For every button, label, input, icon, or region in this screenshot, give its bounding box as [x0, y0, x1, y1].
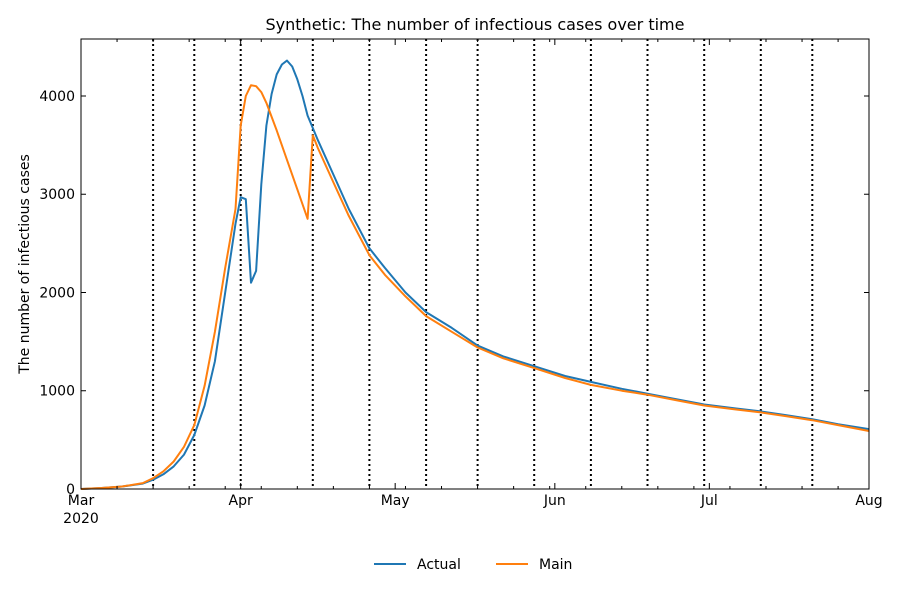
x-tick-sublabel: 2020	[63, 511, 99, 527]
y-tick-label: 2000	[39, 285, 75, 301]
y-tick-label: 1000	[39, 384, 75, 400]
x-tick-label: Aug	[855, 493, 882, 509]
legend-label-main: Main	[539, 557, 572, 573]
y-axis-label: The number of infectious cases	[17, 154, 33, 375]
x-tick-label: Jul	[700, 493, 718, 509]
series-lines	[80, 59, 870, 490]
legend-label-actual: Actual	[417, 557, 461, 573]
x-tick-label: May	[381, 493, 410, 509]
plot-frame	[80, 38, 870, 490]
x-tick-label: Mar	[68, 493, 95, 509]
legend: Actual Main	[374, 557, 572, 573]
y-tick-label: 4000	[39, 89, 75, 105]
y-tick-label: 3000	[39, 187, 75, 203]
x-tick-label: Jun	[543, 493, 566, 509]
series-line-actual	[80, 59, 870, 490]
series-line-main	[80, 84, 870, 490]
chart-title: Synthetic: The number of infectious case…	[266, 15, 685, 34]
vertical-marker-lines	[152, 39, 814, 489]
y-tick-label: 0	[66, 482, 75, 498]
y-axis-ticks: 0 1000 2000 3000 4000	[39, 89, 869, 498]
x-tick-label: Apr	[229, 493, 253, 509]
